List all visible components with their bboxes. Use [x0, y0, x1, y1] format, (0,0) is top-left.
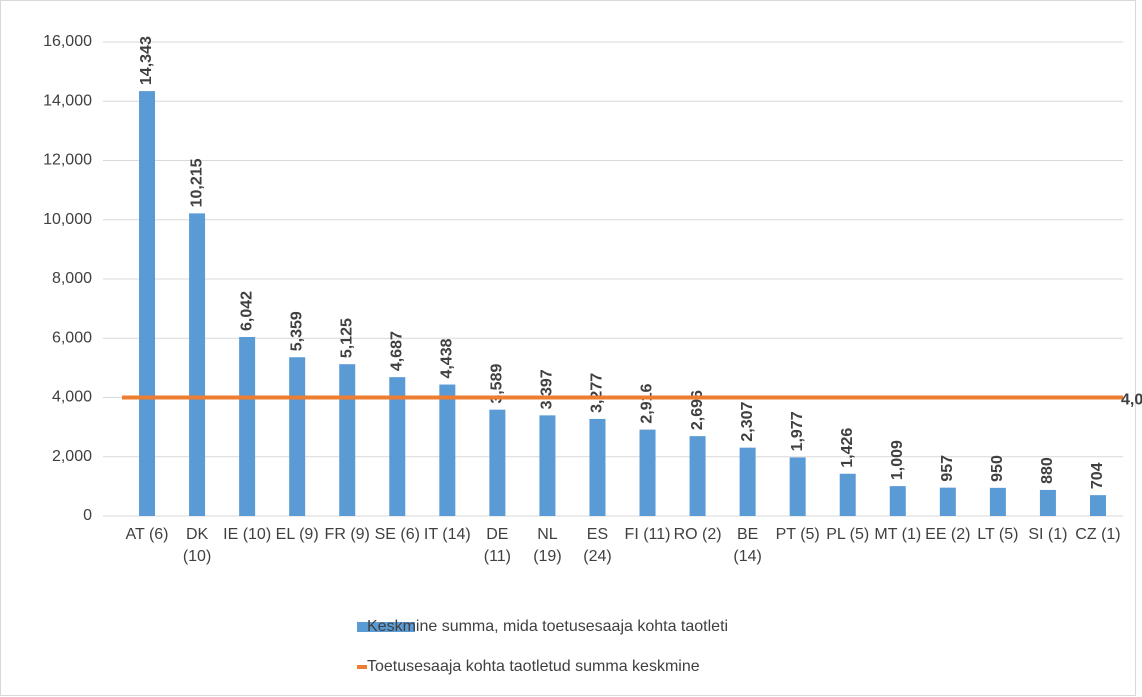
bar [739, 447, 756, 516]
y-tick-label: 0 [83, 507, 92, 524]
data-label: 4,000 [1121, 392, 1142, 409]
bar [339, 364, 356, 516]
x-tick-label-box: ES (24) [583, 526, 612, 565]
data-label: 2,696 [689, 390, 706, 430]
x-tick-label-box: DE (11) [483, 526, 511, 565]
x-tick-label: EE (2) [925, 526, 971, 543]
x-tick-label-box: IT (14) [423, 526, 471, 543]
data-label: 5,359 [288, 311, 305, 351]
y-tick-label: 4,000 [52, 389, 92, 406]
x-tick-label: NL (19) [533, 526, 562, 565]
x-tick-label: RO (2) [673, 526, 722, 543]
x-tick-label: FI (11) [624, 526, 671, 543]
x-tick-label-box: SI (1) [1028, 526, 1068, 543]
y-tick-label: 10,000 [43, 211, 92, 228]
y-tick-label: 2,000 [52, 448, 92, 465]
bar [639, 429, 656, 516]
x-tick-label-box: PL (5) [826, 526, 870, 543]
x-tick-label: BE (14) [733, 526, 762, 565]
data-label: 2,916 [639, 383, 656, 423]
data-label: 3,589 [489, 364, 506, 404]
x-tick-label: LT (5) [977, 526, 1019, 543]
data-label: 10,215 [188, 158, 205, 207]
bar [189, 213, 206, 517]
data-label: 3,277 [589, 373, 606, 413]
bar [289, 357, 306, 516]
bar [589, 418, 606, 516]
data-label: 1,426 [839, 428, 856, 468]
x-tick-label: FR (9) [324, 526, 370, 543]
bar [539, 415, 556, 516]
data-label: 3,397 [539, 369, 556, 409]
legend-label: Toetusesaaja kohta taotletud summa keskm… [367, 658, 700, 675]
bar [1089, 495, 1106, 516]
x-tick-label-box: FR (9) [324, 526, 370, 543]
x-tick-label-box: FI (11) [624, 526, 671, 543]
data-label: 950 [989, 455, 1006, 482]
y-tick-label: 8,000 [52, 270, 92, 287]
x-tick-label: CZ (1) [1075, 526, 1121, 543]
x-tick-label: IT (14) [423, 526, 471, 543]
bar [139, 91, 156, 516]
x-tick-label: DE (11) [483, 526, 511, 565]
bar [1039, 489, 1056, 516]
data-label: 2,307 [739, 402, 756, 442]
x-tick-label: MT (1) [874, 526, 922, 543]
bar [989, 487, 1006, 516]
x-tick-label-box: BE (14) [733, 526, 762, 565]
data-label: 4,687 [388, 331, 405, 371]
bar [239, 337, 256, 516]
bar [789, 457, 806, 516]
bar [439, 384, 456, 516]
data-label: 957 [939, 455, 956, 482]
x-tick-label-box: EL (9) [275, 526, 319, 543]
data-label: 1,009 [889, 440, 906, 480]
x-tick-label-box: LT (5) [977, 526, 1019, 543]
x-tick-label: IE (10) [223, 526, 272, 543]
x-tick-label-box: IE (10) [223, 526, 272, 543]
x-tick-label: DK (10) [182, 526, 212, 565]
y-tick-label: 12,000 [43, 152, 92, 169]
x-tick-label-box: NL (19) [533, 526, 562, 565]
bar [389, 377, 406, 516]
bar [489, 409, 506, 516]
bar [889, 486, 906, 516]
data-label: 6,042 [238, 291, 255, 331]
data-label: 14,343 [138, 36, 155, 85]
y-tick-label: 14,000 [43, 92, 92, 109]
x-tick-label-box: CZ (1) [1075, 526, 1121, 543]
x-tick-label-box: MT (1) [874, 526, 922, 543]
data-label: 880 [1039, 457, 1056, 484]
x-tick-label: SI (1) [1028, 526, 1068, 543]
x-tick-label-box: DK (10) [182, 526, 212, 565]
legend-label: Keskmine summa, mida toetusesaaja kohta … [367, 618, 728, 635]
x-tick-label-box: RO (2) [673, 526, 722, 543]
data-label: 1,977 [789, 411, 806, 451]
y-tick-label: 6,000 [52, 329, 92, 346]
bar [689, 436, 706, 516]
data-label: 4,438 [439, 338, 456, 378]
x-tick-label: PT (5) [775, 526, 820, 543]
x-tick-label-box: SE (6) [374, 526, 420, 543]
data-label: 704 [1089, 462, 1106, 489]
x-tick-label: PL (5) [826, 526, 870, 543]
x-tick-label: SE (6) [374, 526, 420, 543]
bar [939, 487, 956, 516]
data-label: 5,125 [338, 318, 355, 358]
legend-swatch [357, 622, 415, 632]
x-tick-label: ES (24) [583, 526, 612, 565]
x-tick-label: EL (9) [275, 526, 319, 543]
x-tick-label-box: PT (5) [775, 526, 820, 543]
x-tick-label-box: EE (2) [925, 526, 971, 543]
x-tick-label: AT (6) [125, 526, 169, 543]
y-tick-label: 16,000 [43, 33, 92, 50]
x-tick-label-box: AT (6) [125, 526, 169, 543]
bar [839, 473, 856, 516]
